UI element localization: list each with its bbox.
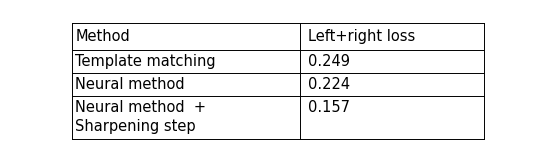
- Text: Neural method  +
Sharpening step: Neural method + Sharpening step: [75, 100, 207, 134]
- Text: 0.224: 0.224: [308, 77, 350, 92]
- Text: Neural method: Neural method: [75, 77, 185, 92]
- Text: Template matching: Template matching: [75, 54, 216, 69]
- Text: Left+right loss: Left+right loss: [308, 29, 415, 44]
- Text: Method: Method: [75, 29, 130, 44]
- Text: 0.157: 0.157: [308, 100, 350, 115]
- Text: 0.249: 0.249: [308, 54, 350, 69]
